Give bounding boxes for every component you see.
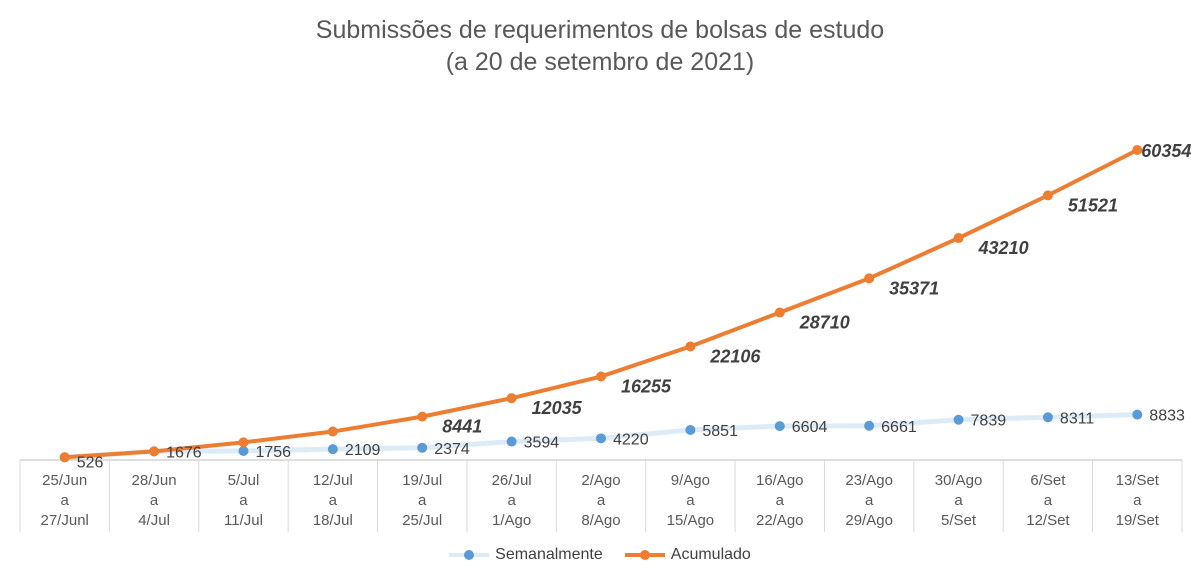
data-label-acumulado: 28710: [799, 313, 850, 333]
data-point-acumulado: [327, 426, 338, 437]
data-label-semanalmente: 1676: [166, 444, 202, 461]
x-tick-label: 12/Jul: [313, 472, 353, 489]
data-label-semanalmente: 5851: [702, 423, 738, 440]
data-point-semanalmente: [1132, 409, 1143, 420]
x-tick-label: 30/Ago: [935, 472, 983, 489]
x-tick-label: 26/Jul: [492, 472, 532, 489]
data-label-semanalmente: 8833: [1149, 408, 1185, 425]
x-tick-label: 1/Ago: [492, 512, 531, 529]
data-point-acumulado: [506, 393, 517, 404]
data-label-semanalmente: 6661: [881, 419, 917, 436]
chart-title-line-1: Submissões de requerimentos de bolsas de…: [315, 16, 885, 44]
data-label-semanalmente: 6604: [792, 419, 828, 436]
data-point-semanalmente: [774, 421, 785, 432]
data-point-acumulado: [953, 233, 964, 244]
series-line-acumulado: [62, 148, 1140, 460]
x-tick-label: a: [1044, 492, 1053, 509]
legend-swatch-semanalmente: [449, 549, 490, 561]
x-tick-label: 15/Ago: [667, 512, 715, 529]
x-tick-label: a: [239, 492, 248, 509]
data-point-acumulado: [1042, 190, 1053, 201]
data-label-acumulado: 43210: [978, 238, 1029, 258]
data-point-acumulado: [774, 307, 785, 318]
data-point-semanalmente: [596, 433, 606, 444]
x-tick-label: 8/Ago: [581, 512, 620, 529]
x-tick-label: a: [507, 492, 516, 509]
data-point-semanalmente: [238, 445, 249, 456]
x-tick-label: 6/Set: [1030, 472, 1066, 489]
chart-title: Submissões de requerimentos de bolsas de…: [0, 14, 1200, 78]
x-tick-label: 25/Jun: [42, 472, 87, 489]
data-label-semanalmente: 8311: [1060, 410, 1095, 427]
x-tick-label: 9/Ago: [671, 472, 710, 489]
x-tick-label: a: [329, 492, 338, 509]
x-tick-label: 29/Ago: [845, 512, 893, 529]
legend-label-acumulado: Acumulado: [670, 546, 751, 563]
x-tick-label: 4/Jul: [138, 512, 170, 529]
x-tick-label: a: [686, 492, 695, 509]
x-tick-label: 22/Ago: [756, 512, 804, 529]
data-point-acumulado: [596, 371, 606, 382]
data-point-semanalmente: [864, 420, 875, 431]
data-point-acumulado: [149, 446, 160, 457]
data-point-acumulado: [238, 437, 249, 448]
x-tick-label: 19/Jul: [402, 472, 442, 489]
x-tick-label: a: [150, 492, 159, 509]
x-tick-label: 16/Ago: [756, 472, 804, 489]
legend-item-semanalmente: Semanalmente: [449, 546, 603, 564]
x-tick-label: 13/Set: [1116, 472, 1160, 489]
x-tick-label: 25/Jul: [402, 512, 442, 529]
legend-label-semanalmente: Semanalmente: [495, 546, 603, 563]
data-point-acumulado: [864, 273, 875, 284]
x-tick-label: a: [865, 492, 874, 509]
data-point-semanalmente: [417, 442, 428, 453]
x-tick-label: a: [954, 492, 963, 509]
data-label-semanalmente: 4220: [613, 431, 649, 448]
data-label-semanalmente: 3594: [524, 435, 560, 452]
chart-title-line-2: (a 20 de setembro de 2021): [445, 48, 755, 76]
data-label-acumulado: 51521: [1068, 195, 1118, 215]
data-point-acumulado: [59, 452, 70, 463]
x-tick-label: a: [61, 492, 70, 509]
data-label-semanalmente: 526: [77, 454, 104, 471]
data-point-semanalmente: [1042, 412, 1053, 423]
x-tick-label: a: [776, 492, 785, 509]
data-label-semanalmente: 7839: [971, 413, 1007, 430]
x-tick-label: 5/Jul: [228, 472, 260, 489]
data-point-semanalmente: [953, 414, 964, 425]
data-point-semanalmente: [506, 436, 517, 447]
data-label-semanalmente: 2374: [434, 441, 470, 458]
x-tick-label: 5/Set: [941, 512, 977, 529]
x-tick-label: 23/Ago: [845, 472, 893, 489]
x-tick-label: a: [1133, 492, 1142, 509]
x-tick-label: a: [418, 492, 427, 509]
legend-item-acumulado: Acumulado: [624, 546, 751, 564]
chart-legend: Semanalmente Acumulado: [0, 546, 1200, 564]
x-tick-label: 11/Jul: [224, 512, 263, 529]
x-tick-label: 27/Junl: [41, 512, 89, 529]
data-point-semanalmente: [327, 444, 338, 455]
data-label-semanalmente: 2109: [345, 442, 381, 459]
legend-swatch-acumulado: [624, 549, 665, 561]
data-point-semanalmente: [685, 424, 696, 435]
data-label-acumulado: 8441: [442, 417, 482, 437]
data-label-acumulado: 35371: [889, 278, 939, 298]
data-point-acumulado: [1132, 145, 1143, 155]
x-tick-label: 18/Jul: [313, 512, 353, 529]
x-tick-label: 19/Set: [1116, 512, 1160, 529]
data-label-acumulado: 60354: [1141, 141, 1191, 161]
x-tick-label: 12/Set: [1026, 512, 1070, 529]
x-tick-label: 2/Ago: [581, 472, 620, 489]
x-tick-label: a: [597, 492, 606, 509]
data-point-acumulado: [417, 411, 428, 422]
x-tick-label: 28/Jun: [132, 472, 177, 489]
data-label-acumulado: 16255: [621, 377, 672, 397]
data-label-acumulado: 12035: [532, 398, 583, 418]
data-point-acumulado: [685, 341, 696, 352]
data-label-acumulado: 22106: [709, 346, 761, 366]
data-label-semanalmente: 1756: [255, 444, 291, 461]
